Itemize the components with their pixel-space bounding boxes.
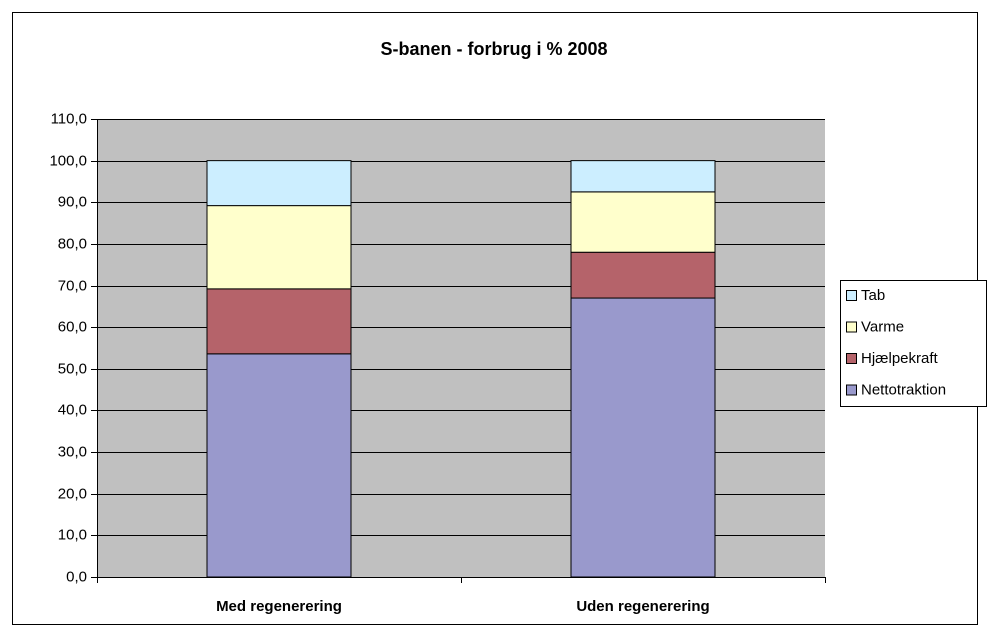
legend-box	[840, 280, 987, 407]
y-tick-label: 70,0	[58, 277, 87, 294]
legend-swatch	[846, 321, 857, 333]
bar-segment	[570, 191, 716, 253]
y-tick-label: 90,0	[58, 193, 87, 210]
y-tick-label: 60,0	[58, 318, 87, 335]
y-tick-label: 100,0	[49, 152, 87, 169]
bar-segment	[570, 160, 716, 193]
y-tick-label: 30,0	[58, 443, 87, 460]
bar-segment	[570, 251, 716, 299]
y-tick-label: 0,0	[66, 568, 87, 585]
bar-segment	[570, 297, 716, 578]
y-tick-label: 10,0	[58, 526, 87, 543]
legend-label: Hjælpekraft	[861, 350, 939, 367]
x-tick-label: Med regenerering	[216, 598, 342, 615]
y-tick-label: 20,0	[58, 485, 87, 502]
y-tick-label: 40,0	[58, 401, 87, 418]
chart-title: S-banen - forbrug i % 2008	[380, 39, 607, 59]
legend-swatch	[846, 353, 857, 364]
legend-label: Varme	[861, 318, 904, 335]
y-tick-label: 50,0	[58, 360, 87, 377]
y-tick-label: 80,0	[58, 235, 87, 252]
bar-segment	[206, 160, 352, 207]
y-tick-label: 110,0	[51, 110, 87, 127]
bar-segment	[206, 353, 352, 578]
legend-swatch	[846, 290, 857, 301]
legend-swatch	[846, 384, 857, 396]
x-tick-label: Uden regenerering	[576, 598, 709, 615]
bar-segment	[206, 288, 352, 355]
legend-label: Tab	[861, 287, 885, 304]
bar-segment	[206, 205, 352, 290]
legend-label: Nettotraktion	[861, 381, 946, 398]
plot-area	[97, 119, 825, 577]
